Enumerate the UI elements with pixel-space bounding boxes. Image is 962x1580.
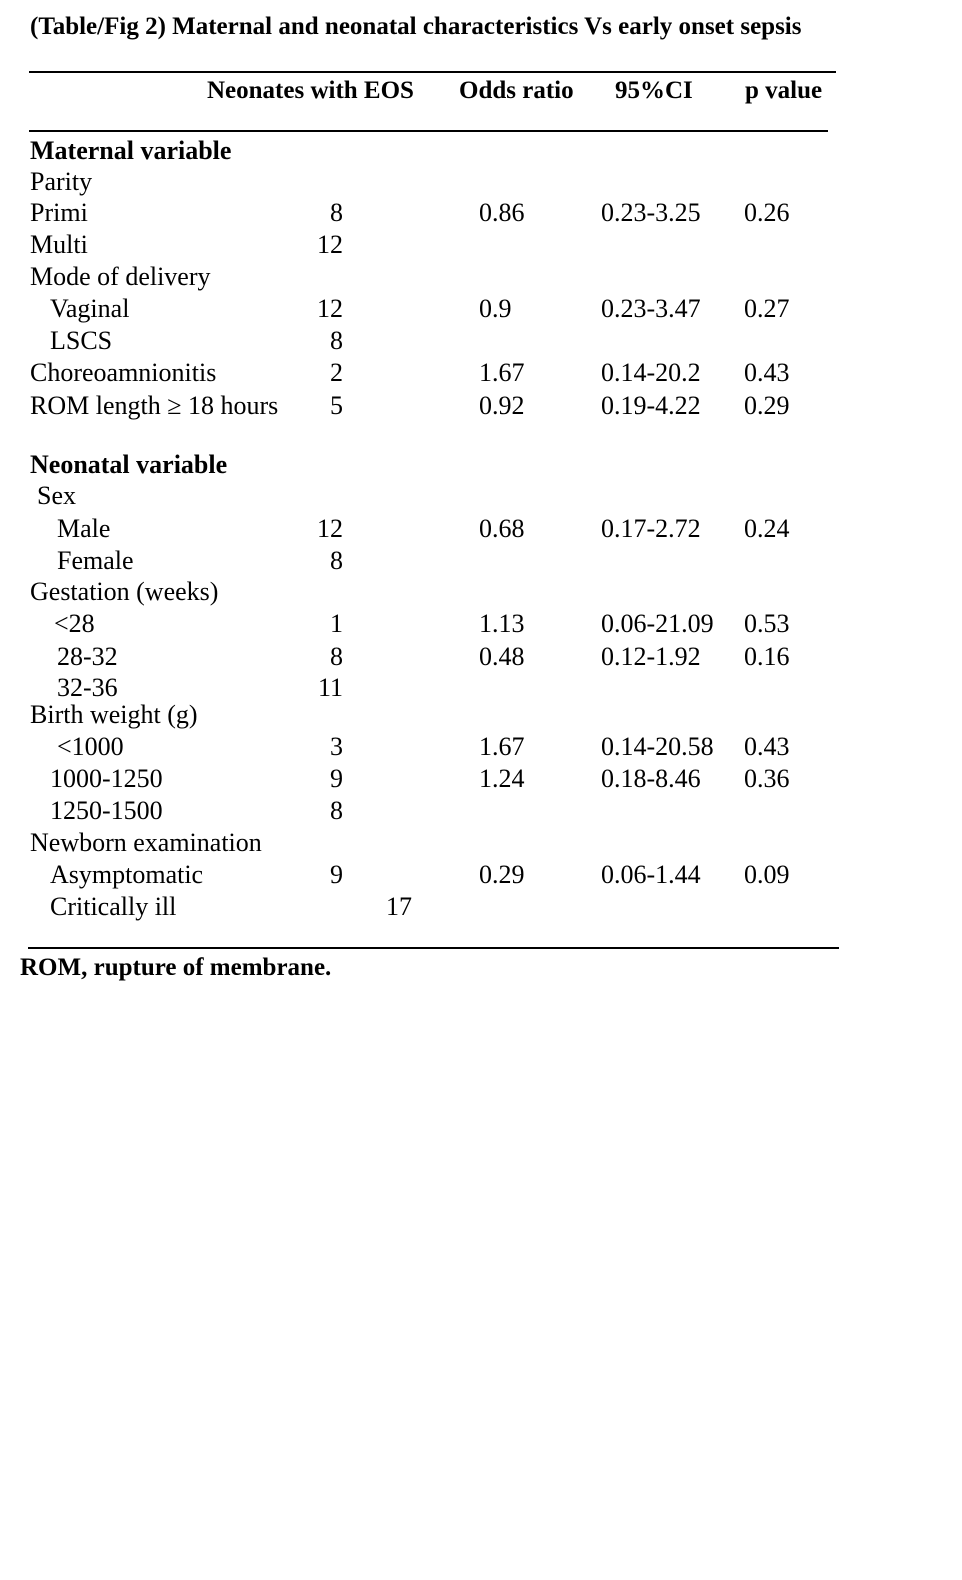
- cell-neonates-with-eos: 11: [317, 673, 343, 702]
- cell-p-value: 0.36: [744, 764, 790, 793]
- row-label: Vaginal: [50, 294, 130, 323]
- cell-p-value: 0.09: [744, 860, 790, 889]
- cell-odds-ratio: 1.24: [479, 764, 525, 793]
- row-label: Sex: [37, 481, 76, 510]
- cell-95ci: 0.06-1.44: [601, 860, 701, 889]
- cell-p-value: 0.26: [744, 198, 790, 227]
- row-label: Female: [57, 546, 134, 575]
- row-label: <28: [54, 609, 95, 638]
- header-p-value: p value: [745, 77, 823, 104]
- cell-neonates-with-eos: 9: [330, 860, 343, 889]
- cell-odds-ratio: 1.67: [479, 732, 525, 761]
- row-label: LSCS: [50, 326, 113, 355]
- cell-neonates-with-eos: 2: [330, 358, 343, 387]
- cell-neonates-with-eos: 8: [330, 642, 343, 671]
- row-label: Newborn examination: [30, 828, 262, 857]
- cell-neonates-with-eos: 9: [330, 764, 343, 793]
- row-label: 1250-1500: [50, 796, 163, 825]
- cell-neonates-with-eos: 17: [386, 892, 412, 921]
- header-rule: [29, 130, 828, 132]
- cell-p-value: 0.29: [744, 391, 790, 420]
- cell-odds-ratio: 0.48: [479, 642, 525, 671]
- cell-neonates-with-eos: 12: [317, 294, 343, 323]
- footnote: ROM, rupture of membrane.: [20, 954, 332, 981]
- cell-p-value: 0.43: [744, 732, 790, 761]
- cell-neonates-with-eos: 12: [317, 514, 343, 543]
- row-label: 1000-1250: [50, 764, 163, 793]
- row-label: Asymptomatic: [50, 860, 204, 889]
- cell-odds-ratio: 0.68: [479, 514, 525, 543]
- cell-95ci: 0.12-1.92: [601, 642, 701, 671]
- cell-odds-ratio: 0.29: [479, 860, 525, 889]
- cell-neonates-with-eos: 8: [330, 326, 343, 355]
- row-label: Parity: [30, 167, 93, 196]
- section-heading: Maternal variable: [30, 136, 232, 165]
- cell-95ci: 0.14-20.58: [601, 732, 714, 761]
- row-label: Gestation (weeks): [30, 577, 219, 606]
- cell-95ci: 0.19-4.22: [601, 391, 701, 420]
- row-label: Choreoamnionitis: [30, 358, 217, 387]
- cell-p-value: 0.43: [744, 358, 790, 387]
- row-label: Primi: [30, 198, 88, 227]
- cell-95ci: 0.06-21.09: [601, 609, 714, 638]
- row-label: Mode of delivery: [30, 262, 211, 291]
- cell-95ci: 0.23-3.25: [601, 198, 701, 227]
- cell-neonates-with-eos: 8: [330, 198, 343, 227]
- cell-neonates-with-eos: 8: [330, 546, 343, 575]
- row-label: 28-32: [57, 642, 118, 671]
- section-heading: Neonatal variable: [30, 450, 228, 479]
- cell-p-value: 0.53: [744, 609, 790, 638]
- table-title: (Table/Fig 2) Maternal and neonatal char…: [30, 13, 802, 40]
- header-odds-ratio: Odds ratio: [459, 77, 574, 104]
- cell-p-value: 0.24: [744, 514, 790, 543]
- cell-neonates-with-eos: 1: [330, 609, 343, 638]
- cell-95ci: 0.14-20.2: [601, 358, 701, 387]
- row-label: <1000: [57, 732, 124, 761]
- cell-95ci: 0.17-2.72: [601, 514, 701, 543]
- bottom-rule: [28, 947, 839, 949]
- cell-p-value: 0.27: [744, 294, 790, 323]
- cell-neonates-with-eos: 12: [317, 230, 343, 259]
- cell-odds-ratio: 0.9: [479, 294, 512, 323]
- row-label: Critically ill: [50, 892, 177, 921]
- top-rule: [29, 71, 836, 73]
- header-neonates-with-eos: Neonates with EOS: [207, 77, 414, 104]
- row-label: Male: [57, 514, 111, 543]
- row-label: Birth weight (g): [30, 700, 198, 729]
- cell-95ci: 0.23-3.47: [601, 294, 701, 323]
- cell-95ci: 0.18-8.46: [601, 764, 701, 793]
- row-label: Multi: [30, 230, 88, 259]
- header-95ci: 95%CI: [615, 77, 693, 104]
- cell-neonates-with-eos: 8: [330, 796, 343, 825]
- cell-odds-ratio: 0.86: [479, 198, 525, 227]
- cell-odds-ratio: 0.92: [479, 391, 525, 420]
- cell-odds-ratio: 1.67: [479, 358, 525, 387]
- cell-neonates-with-eos: 5: [330, 391, 343, 420]
- cell-odds-ratio: 1.13: [479, 609, 525, 638]
- row-label: 32-36: [57, 673, 118, 702]
- cell-p-value: 0.16: [744, 642, 790, 671]
- cell-neonates-with-eos: 3: [330, 732, 343, 761]
- row-label: ROM length ≥ 18 hours: [30, 391, 279, 420]
